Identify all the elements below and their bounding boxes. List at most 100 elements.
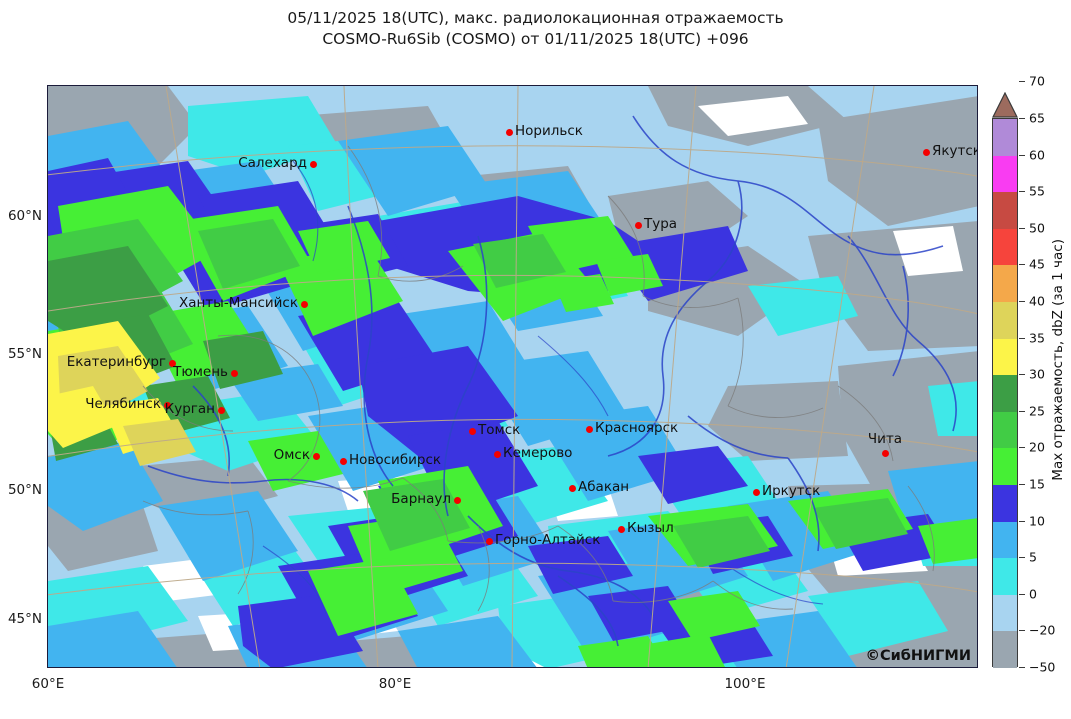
- colorbar-segment: [993, 521, 1017, 559]
- colorbar-segment: [993, 448, 1017, 485]
- city-dot-icon: [339, 457, 347, 465]
- longitude-tick-label: 60°E: [31, 676, 65, 692]
- city-label: Кызыл: [627, 520, 674, 536]
- title-line-2: COSMO-Ru6Sib (COSMO) от 01/11/2025 18(UT…: [322, 30, 749, 48]
- colorbar-segment: [993, 375, 1017, 412]
- city-label: Красноярск: [595, 420, 679, 436]
- city-label: Ханты-Мансийск: [178, 295, 298, 311]
- colorbar-tick-label: 10: [1029, 513, 1045, 529]
- city-dot-icon: [505, 128, 513, 136]
- colorbar-tick-mark: [1019, 374, 1025, 376]
- city-label: Челябинск: [85, 396, 161, 412]
- colorbar-tick-label: −50: [1029, 659, 1056, 675]
- city-label: Екатеринбург: [66, 354, 166, 370]
- colorbar-tick-mark: [1019, 337, 1025, 339]
- colorbar-tick-label: 70: [1029, 73, 1045, 89]
- city-label: Чита: [867, 431, 903, 447]
- colorbar-segment: [993, 558, 1017, 595]
- radar-reflectivity-map[interactable]: Норильск Салехард Якутск Тура Ханты-Мансийск…: [47, 85, 978, 668]
- colorbar-tick-mark: [1019, 557, 1025, 559]
- title-line-1: 05/11/2025 18(UTC), макс. радиолокационн…: [287, 9, 784, 27]
- colorbar-label-text: Max отражаемость, dbZ (за 1 час): [1050, 238, 1066, 481]
- colorbar-segment: [993, 119, 1017, 156]
- city-label: Новосибирск: [349, 452, 442, 468]
- city-dot-icon: [168, 359, 176, 367]
- colorbar-segment: [993, 631, 1017, 668]
- map-canvas: [48, 86, 977, 667]
- city-label: Иркутск: [762, 483, 821, 499]
- colorbar-tick-mark: [1019, 191, 1025, 193]
- colorbar-tick-mark: [1019, 520, 1025, 522]
- city-dot-icon: [752, 488, 760, 496]
- colorbar-tick-label: 55: [1029, 183, 1045, 199]
- city-dot-icon: [922, 148, 930, 156]
- colorbar-tick-mark: [1019, 630, 1025, 632]
- city-label: Курган: [164, 401, 215, 417]
- city-label: Томск: [478, 422, 521, 438]
- colorbar-tick-mark: [1019, 593, 1025, 595]
- city-label: Норильск: [515, 123, 583, 139]
- city-label: Якутск: [932, 143, 978, 159]
- colorbar-segment: [993, 155, 1017, 193]
- city-label: Тура: [644, 216, 678, 232]
- city-dot-icon: [468, 427, 476, 435]
- colorbar-tick-mark: [1019, 118, 1025, 119]
- colorbar-tick-mark: [1019, 301, 1025, 302]
- city-dot-icon: [634, 221, 642, 229]
- city-label: Абакан: [578, 479, 630, 495]
- colorbar[interactable]: [992, 118, 1018, 668]
- colorbar-segment: [993, 265, 1017, 302]
- colorbar-segment: [993, 228, 1017, 266]
- city-dot-icon: [585, 425, 593, 433]
- latitude-tick-label: 45°N: [7, 611, 42, 627]
- colorbar-tick-label: −20: [1029, 622, 1056, 638]
- colorbar-tick-label: 50: [1029, 220, 1045, 236]
- city-label: Омск: [273, 447, 310, 463]
- city-dot-icon: [617, 525, 625, 533]
- colorbar-tick-mark: [1019, 264, 1025, 266]
- longitude-tick-label: 80°E: [378, 676, 412, 692]
- colorbar-tick-label: 45: [1029, 256, 1045, 272]
- colorbar-segment: [993, 301, 1017, 339]
- colorbar-segment: [993, 411, 1017, 449]
- latitude-tick-label: 60°N: [7, 208, 42, 224]
- colorbar-tick-label: 20: [1029, 439, 1045, 455]
- city-dot-icon: [230, 369, 238, 377]
- colorbar-segment: [993, 484, 1017, 522]
- colorbar-axis-label: Max отражаемость, dbZ (за 1 час): [1050, 0, 1066, 719]
- copyright-watermark: ©СибНИГМИ: [865, 648, 971, 664]
- colorbar-tick-label: 15: [1029, 476, 1045, 492]
- map-raster: [48, 86, 977, 667]
- city-dot-icon: [485, 537, 493, 545]
- city-dot-icon: [453, 496, 461, 504]
- colorbar-tick-label: 65: [1029, 110, 1045, 126]
- city-label: Горно-Алтайск: [495, 532, 601, 548]
- colorbar-tick-mark: [1019, 667, 1025, 668]
- city-dot-icon: [217, 406, 225, 414]
- colorbar-tick-label: 25: [1029, 403, 1045, 419]
- city-label: Салехард: [238, 155, 307, 171]
- colorbar-segment: [993, 338, 1017, 376]
- latitude-tick-label: 50°N: [7, 482, 42, 498]
- colorbar-tick-label: 0: [1029, 586, 1037, 602]
- longitude-tick-label: 100°E: [724, 676, 766, 692]
- colorbar-tick-mark: [1019, 484, 1025, 485]
- colorbar-tick-label: 35: [1029, 330, 1045, 346]
- city-label: Кемерово: [503, 445, 573, 461]
- city-label: Барнаул: [391, 491, 451, 507]
- city-dot-icon: [300, 300, 308, 308]
- city-dot-icon: [163, 401, 171, 409]
- colorbar-tick-label: 60: [1029, 147, 1045, 163]
- colorbar-tick-mark: [1019, 227, 1025, 229]
- latitude-tick-label: 55°N: [7, 346, 42, 362]
- colorbar-tick-label: 5: [1029, 549, 1037, 565]
- city-dot-icon: [309, 160, 317, 168]
- colorbar-segment: [993, 594, 1017, 632]
- colorbar-tick-label: 40: [1029, 293, 1045, 309]
- city-dot-icon: [493, 450, 501, 458]
- page-title: 05/11/2025 18(UTC), макс. радиолокационн…: [0, 8, 1071, 50]
- colorbar-tick-label: 30: [1029, 366, 1045, 382]
- city-dot-icon: [881, 449, 889, 457]
- city-dot-icon: [568, 484, 576, 492]
- colorbar-tick-mark: [1019, 447, 1025, 449]
